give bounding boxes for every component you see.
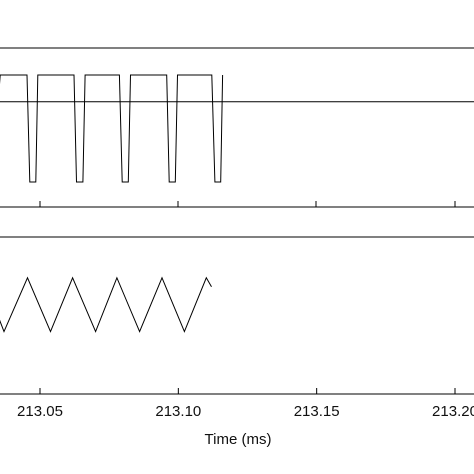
x-axis-tick-label: 213.20 — [432, 403, 474, 420]
x-axis-tick-label: 213.10 — [155, 403, 201, 420]
x-axis-tick-label: 213.15 — [294, 403, 340, 420]
x-axis-title: Time (ms) — [205, 431, 272, 448]
x-axis-tick-label: 213.05 — [17, 403, 63, 420]
sawtooth-wave-trace — [0, 276, 212, 333]
square-wave-trace — [0, 74, 224, 183]
